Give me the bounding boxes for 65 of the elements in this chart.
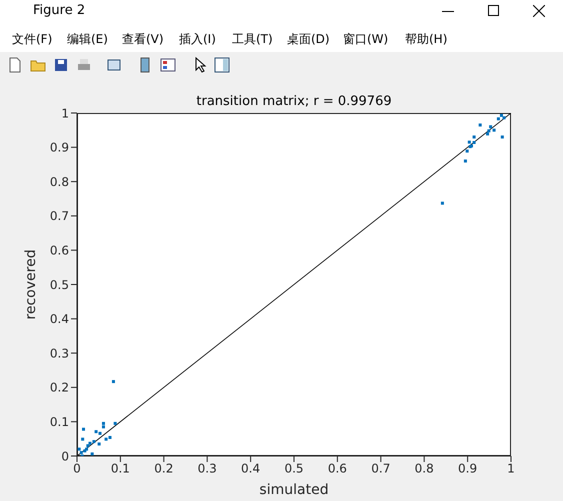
point [114,422,117,425]
y-tick-label: 0.2 [50,380,69,395]
x-tick-label: 0.1 [110,462,130,476]
y-tick-label: 1 [61,106,69,120]
chart-title: transition matrix; r = 0.99769 [196,94,392,109]
point [102,422,105,425]
x-tick-label: 0.5 [284,462,304,476]
point [496,117,500,120]
point [108,436,112,439]
point [500,136,504,139]
point [502,116,506,120]
x-tick-label: 0.9 [458,462,478,476]
point [500,114,503,117]
point [464,160,467,163]
y-tick-label: 0.8 [50,174,69,189]
y-tick-label: 0.6 [50,243,69,258]
point [487,129,490,132]
point [98,432,102,435]
point [80,451,83,454]
point [92,440,96,444]
point [86,444,90,448]
text: 帮助(H) [405,31,448,48]
point [98,442,101,446]
x-tick-label: 0 [73,462,81,476]
y-tick-label: 0.9 [50,140,69,155]
point [472,141,476,144]
point [82,428,86,431]
y-tick-label: 0.5 [50,278,69,292]
y-tick-label: 0.7 [50,209,69,224]
y-tick-label: 0 [61,449,69,464]
x-tick-label: 0.3 [198,462,217,476]
x-tick-label: 0.6 [328,462,347,476]
point [492,128,496,132]
point [466,150,469,153]
point [112,380,115,384]
text: 编辑(E) [67,31,108,48]
point [94,430,98,434]
point [90,452,94,456]
text: 插入(I) [179,31,216,48]
point [478,124,482,127]
text: 文件(F) [12,31,52,48]
x-tick-label: 0.7 [371,462,390,476]
point [81,438,84,441]
y-axis-title: recovered [22,249,39,320]
x-tick-label: 0.2 [154,462,174,476]
x-tick-label: 0.8 [414,462,434,476]
text: 工具(T) [232,31,273,48]
caption: Figure 2 [33,3,86,18]
x-axis-title: simulated [259,482,329,498]
point [472,136,476,139]
text: 查看(V) [122,31,164,48]
x-tick-label: 0.4 [241,462,260,476]
point [486,132,490,136]
y-tick-label: 0.4 [50,312,69,326]
point [78,448,81,451]
point [440,202,444,205]
point [489,125,492,128]
point [468,140,471,144]
x-tick-label: 1 [507,462,515,476]
point [102,425,105,428]
text: 窗口(W) [343,31,388,48]
y-tick-label: 0.3 [50,346,69,360]
text: 桌面(D) [287,31,330,48]
y-tick-label: 0.1 [50,414,69,429]
point [104,438,108,441]
